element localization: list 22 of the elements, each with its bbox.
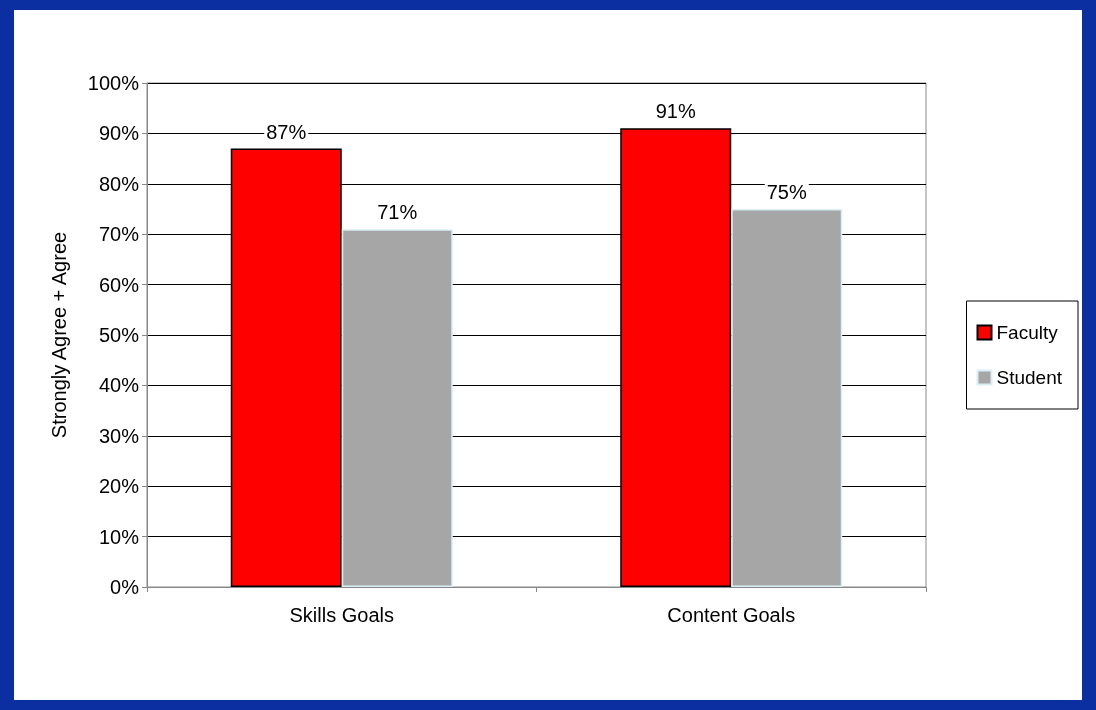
y-tick-label: 20% bbox=[98, 475, 140, 498]
y-tick-label: 100% bbox=[87, 72, 140, 94]
y-tick-label: 0% bbox=[110, 576, 140, 598]
x-tick-label: Skills Goals bbox=[289, 604, 394, 626]
y-tick-label: 70% bbox=[98, 223, 140, 246]
y-tick-label: 60% bbox=[98, 273, 140, 296]
y-tick-label: 90% bbox=[98, 122, 140, 145]
data-label: 87% bbox=[266, 120, 307, 143]
data-label: 91% bbox=[655, 100, 696, 123]
legend-label: Faculty bbox=[996, 322, 1059, 343]
y-axis-title: Strongly Agree + Agree bbox=[48, 231, 70, 439]
y-tick-label: 10% bbox=[98, 525, 140, 548]
data-label: 75% bbox=[766, 181, 807, 203]
x-tick-label: Content Goals bbox=[667, 604, 796, 626]
bar bbox=[731, 209, 843, 587]
y-tick-label: 80% bbox=[98, 172, 140, 195]
y-tick-label: 50% bbox=[98, 324, 140, 346]
y-tick-label: 40% bbox=[98, 374, 140, 397]
bar bbox=[341, 229, 453, 587]
y-tick-label: 30% bbox=[98, 424, 140, 447]
legend-label: Student bbox=[996, 367, 1063, 388]
data-label: 71% bbox=[377, 201, 418, 224]
